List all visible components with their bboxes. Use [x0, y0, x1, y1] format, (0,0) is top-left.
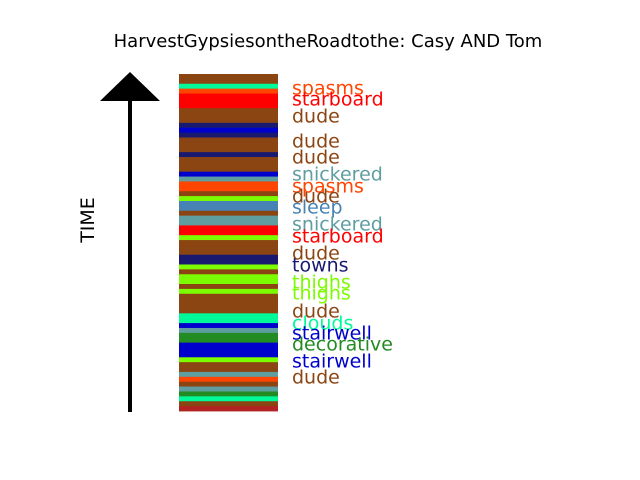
label-towns: towns [292, 255, 349, 277]
stripe-snickered [179, 386, 278, 392]
stripe-brick [179, 406, 278, 412]
time-arrow [100, 72, 160, 412]
stripe-dude [179, 108, 278, 114]
stripe-towns [179, 254, 278, 260]
stripe-clouds [179, 313, 278, 319]
label-starboard: starboard [292, 89, 384, 111]
timeline-bar [179, 74, 278, 412]
stripe-dude [179, 113, 278, 119]
stripe-stairwell [179, 342, 278, 348]
label-stairwell: stairwell [292, 351, 372, 373]
stripe-stairwell [179, 171, 278, 177]
stripe-thighs [179, 235, 278, 241]
stripe-dude [179, 269, 278, 275]
stripe-dude [179, 161, 278, 168]
label-dude: dude [292, 243, 340, 265]
label-clouds: clouds [292, 313, 353, 335]
label-dude: dude [292, 147, 340, 169]
time-arrow-head [100, 72, 160, 101]
stripe-thighs [179, 274, 278, 280]
stripe-dude [179, 78, 278, 85]
label-thighs: thighs [292, 272, 351, 294]
stripe-spasms [179, 181, 278, 187]
stripe-dude [179, 210, 278, 217]
label-snickered: snickered [292, 164, 383, 186]
stripe-thighs [179, 264, 278, 270]
stripe-stairwell [179, 347, 278, 353]
stripe-snickered [179, 176, 278, 182]
stripe-snickered [179, 371, 278, 378]
stripe-thighs [179, 357, 278, 363]
stripe-clouds [179, 83, 278, 90]
label-sleep: sleep [292, 197, 343, 219]
stripe-thighs [179, 196, 278, 202]
stripe-dude [179, 117, 278, 124]
stripe-towns [179, 152, 278, 158]
stripe-sleep [179, 200, 278, 207]
label-snickered: snickered [292, 214, 383, 236]
stripe-dude [179, 137, 278, 143]
label-dude: dude [292, 186, 340, 208]
stripe-towns [179, 259, 278, 265]
stripe-spasms [179, 186, 278, 192]
stripe-dude [179, 191, 278, 197]
stripe-towns [179, 132, 278, 138]
label-dude: dude [292, 301, 340, 323]
stripe-dude [179, 381, 278, 387]
label-decorative: decorative [292, 334, 393, 356]
stripe-decorative [179, 391, 278, 397]
stripe-clouds [179, 318, 278, 324]
stripe-dude [179, 249, 278, 256]
stripe-dude [179, 284, 278, 290]
stripe-dude [179, 293, 278, 300]
word-labels: spasmsstarboarddudedudedudesnickeredspas… [292, 78, 393, 389]
stripe-starboard [179, 103, 278, 109]
stripe-dude [179, 147, 278, 153]
stripe-thighs [179, 279, 278, 285]
stripe-snickered [179, 215, 278, 221]
stripe-stairwell [179, 323, 278, 329]
stripe-stairwell [179, 127, 278, 133]
stripe-dude [179, 166, 278, 173]
stripe-sleep [179, 205, 278, 212]
stripe-decorative [179, 337, 278, 344]
stripe-dude [179, 74, 278, 80]
label-starboard: starboard [292, 226, 384, 248]
stripe-stairwell [179, 352, 278, 358]
stripe-spasms [179, 88, 278, 94]
label-thighs: thighs [292, 283, 351, 305]
stripe-dude [179, 362, 278, 368]
stripe-snickered [179, 327, 278, 334]
label-dude: dude [292, 367, 340, 389]
stripe-dude [179, 367, 278, 373]
label-stairwell: stairwell [292, 323, 372, 345]
stripe-towns [179, 122, 278, 129]
stripe-starboard [179, 230, 278, 236]
label-spasms: spasms [292, 78, 364, 100]
stripe-starboard [179, 93, 278, 99]
stripe-dude [179, 298, 278, 304]
stripe-dude [179, 308, 278, 314]
stripe-snickered [179, 220, 278, 226]
stripe-dude [179, 142, 278, 148]
chart-title: HarvestGypsiesontheRoadtothe: Casy AND T… [113, 31, 543, 52]
label-spasms: spasms [292, 176, 364, 198]
stripe-dude [179, 401, 278, 407]
stripe-starboard [179, 98, 278, 104]
stripe-thighs [179, 288, 278, 295]
stripe-clouds [179, 396, 278, 402]
stripe-spasms [179, 376, 278, 383]
stripe-dude [179, 303, 278, 309]
label-dude: dude [292, 131, 340, 153]
stripe-dude [179, 244, 278, 251]
stripe-dude [179, 157, 278, 163]
stripe-dude [179, 240, 278, 246]
label-dude: dude [292, 106, 340, 128]
stripe-starboard [179, 225, 278, 231]
stripe-decorative [179, 332, 278, 339]
